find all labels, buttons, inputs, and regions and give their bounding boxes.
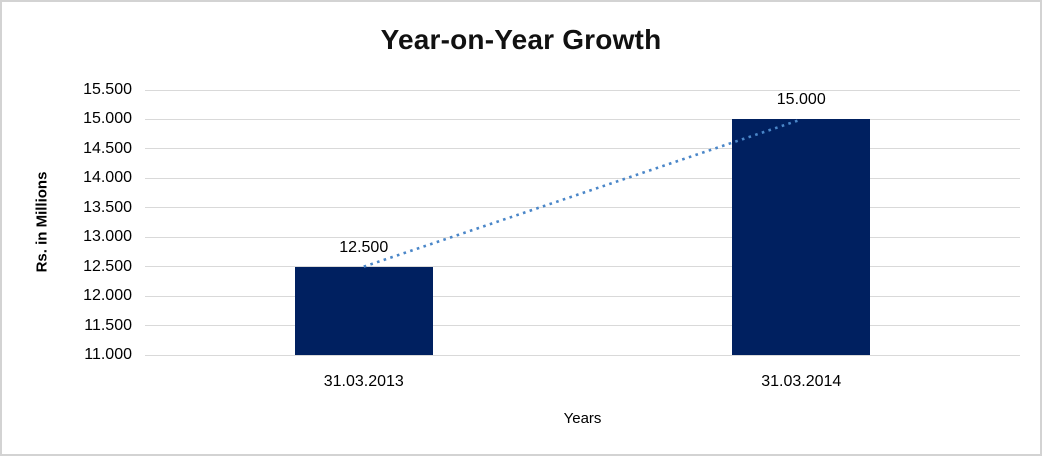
bars-layer (145, 90, 1020, 355)
bar (294, 266, 433, 355)
y-tick-label: 12.000 (83, 287, 132, 305)
trendline (363, 118, 802, 268)
bar-data-label: 15.000 (776, 91, 826, 109)
bar (732, 119, 871, 355)
y-tick-label: 15.000 (83, 110, 132, 128)
gridline (145, 177, 1020, 179)
gridline (145, 354, 1020, 356)
gridline (145, 89, 1020, 91)
gridline (145, 118, 1020, 120)
trendline-path (363, 118, 802, 268)
chart-title: Year-on-Year Growth (380, 24, 662, 55)
y-tick-label: 11.500 (84, 316, 132, 334)
x-axis-title: Years (563, 410, 602, 427)
x-category-label: 31.03.2013 (323, 373, 404, 390)
y-tick-label: 15.500 (83, 81, 132, 98)
y-tick-label: 12.500 (83, 257, 132, 275)
gridline (145, 266, 1020, 268)
gridline (145, 236, 1020, 238)
gridline (145, 325, 1020, 327)
gridline (145, 207, 1020, 209)
y-tick-label: 13.000 (83, 228, 132, 246)
y-tick-label: 14.500 (83, 139, 132, 157)
x-category-label: 31.03.2014 (761, 373, 842, 390)
gridline (145, 148, 1020, 150)
gridlines-layer (145, 89, 1020, 356)
y-tick-label: 11.000 (84, 346, 132, 363)
bar-data-label: 12.500 (339, 238, 389, 256)
y-tick-label: 14.000 (83, 169, 132, 187)
gridline (145, 295, 1020, 297)
plot-area (145, 89, 1020, 356)
y-tick-label: 13.500 (83, 198, 132, 216)
